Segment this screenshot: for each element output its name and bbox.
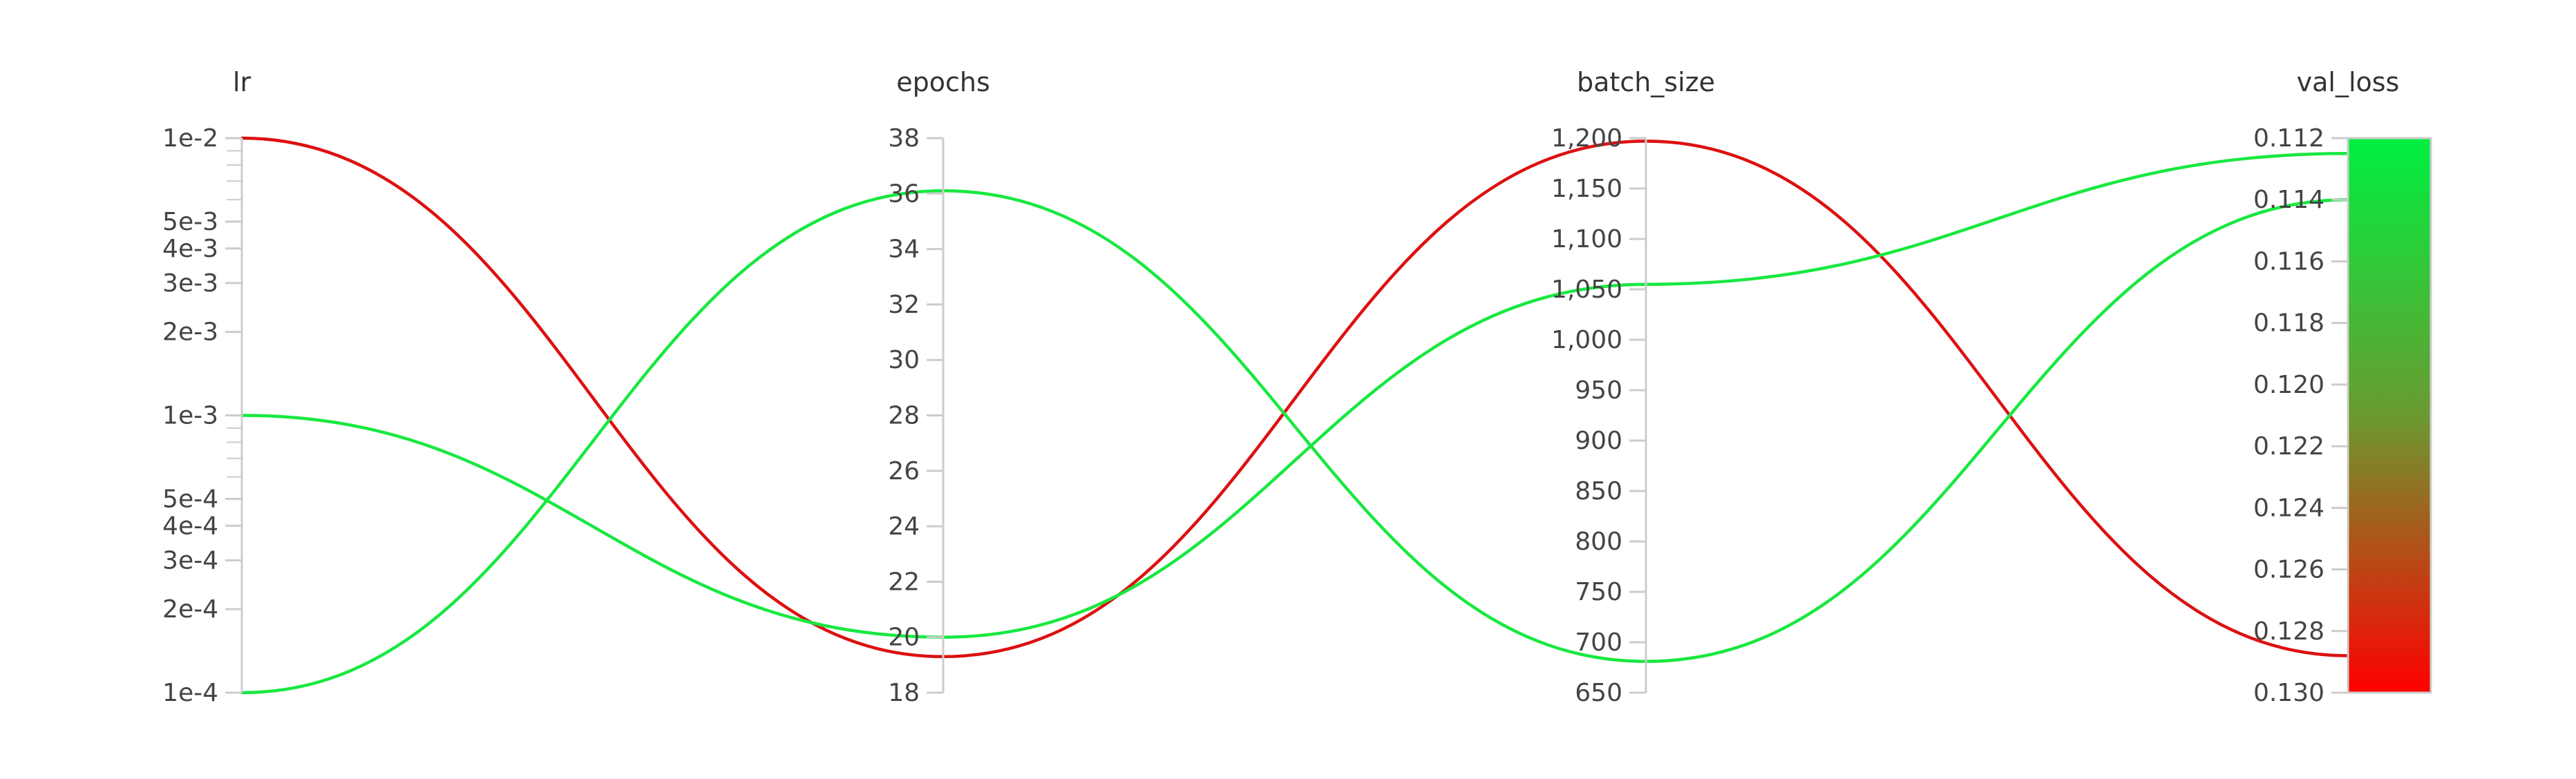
tick-label: 900	[1575, 427, 1622, 455]
tick-label: 0.118	[2253, 309, 2324, 338]
tick-label: 1e-4	[162, 679, 218, 707]
tick-label: 32	[888, 291, 920, 319]
tick-label: 800	[1575, 528, 1622, 556]
tick-label: 22	[888, 568, 920, 596]
tick-label: 0.120	[2253, 371, 2324, 399]
tick-label: 0.112	[2253, 124, 2324, 153]
tick-label: 26	[888, 457, 920, 485]
axis-title-batch-size: batch_size	[1577, 67, 1715, 97]
axis-title-epochs: epochs	[896, 67, 990, 97]
tick-label: 0.128	[2253, 617, 2324, 646]
tick-label: 0.130	[2253, 679, 2324, 707]
tick-label: 950	[1575, 376, 1622, 405]
tick-label: 20	[888, 624, 920, 652]
tick-label: 1,150	[1551, 175, 1622, 203]
tick-label: 3e-4	[162, 546, 218, 575]
run-lines	[240, 136, 2350, 695]
tick-label: 0.126	[2253, 556, 2324, 584]
tick-label: 0.114	[2253, 186, 2324, 214]
tick-label: 38	[888, 124, 920, 153]
tick-label: 1,100	[1551, 225, 1622, 253]
tick-label: 1e-2	[162, 124, 218, 153]
tick-label: 850	[1575, 477, 1622, 506]
tick-label: 36	[888, 180, 920, 208]
tick-label: 24	[888, 512, 920, 541]
axis-title-val-loss: val_loss	[2297, 67, 2400, 97]
tick-label: 1e-3	[162, 402, 218, 430]
tick-label: 1,200	[1551, 124, 1622, 153]
axes: lr 1e-2 5e-34e-3 3e-3 2e-3 1e-3 5e-44e-4 3e-4 2e…	[162, 67, 2432, 707]
run-line-3[interactable]	[240, 189, 2350, 695]
tick-label: 2e-3	[162, 318, 218, 347]
val-loss-colorbar	[2347, 137, 2432, 694]
tick-label: 28	[888, 402, 920, 430]
tick-label: 5e-4	[162, 485, 218, 513]
tick-label: 750	[1575, 578, 1622, 606]
tick-label: 4e-4	[162, 512, 218, 540]
tick-label: 5e-3	[162, 208, 218, 236]
tick-label: 700	[1575, 628, 1622, 657]
tick-label: 3e-3	[162, 269, 218, 298]
tick-label: 1,000	[1551, 326, 1622, 354]
run-line-2[interactable]	[240, 152, 2350, 639]
tick-label: 34	[888, 235, 920, 264]
tick-label: 0.122	[2253, 432, 2324, 461]
tick-label: 650	[1575, 679, 1622, 707]
tick-label: 0.124	[2253, 494, 2324, 522]
tick-label: 30	[888, 346, 920, 374]
run-line-1[interactable]	[240, 136, 2350, 659]
axis-title-lr: lr	[233, 67, 252, 97]
tick-label: 1,050	[1551, 276, 1622, 304]
tick-label: 2e-4	[162, 595, 218, 624]
tick-label: 4e-3	[162, 235, 218, 263]
tick-label: 18	[888, 679, 920, 707]
tick-label: 0.116	[2253, 247, 2324, 276]
